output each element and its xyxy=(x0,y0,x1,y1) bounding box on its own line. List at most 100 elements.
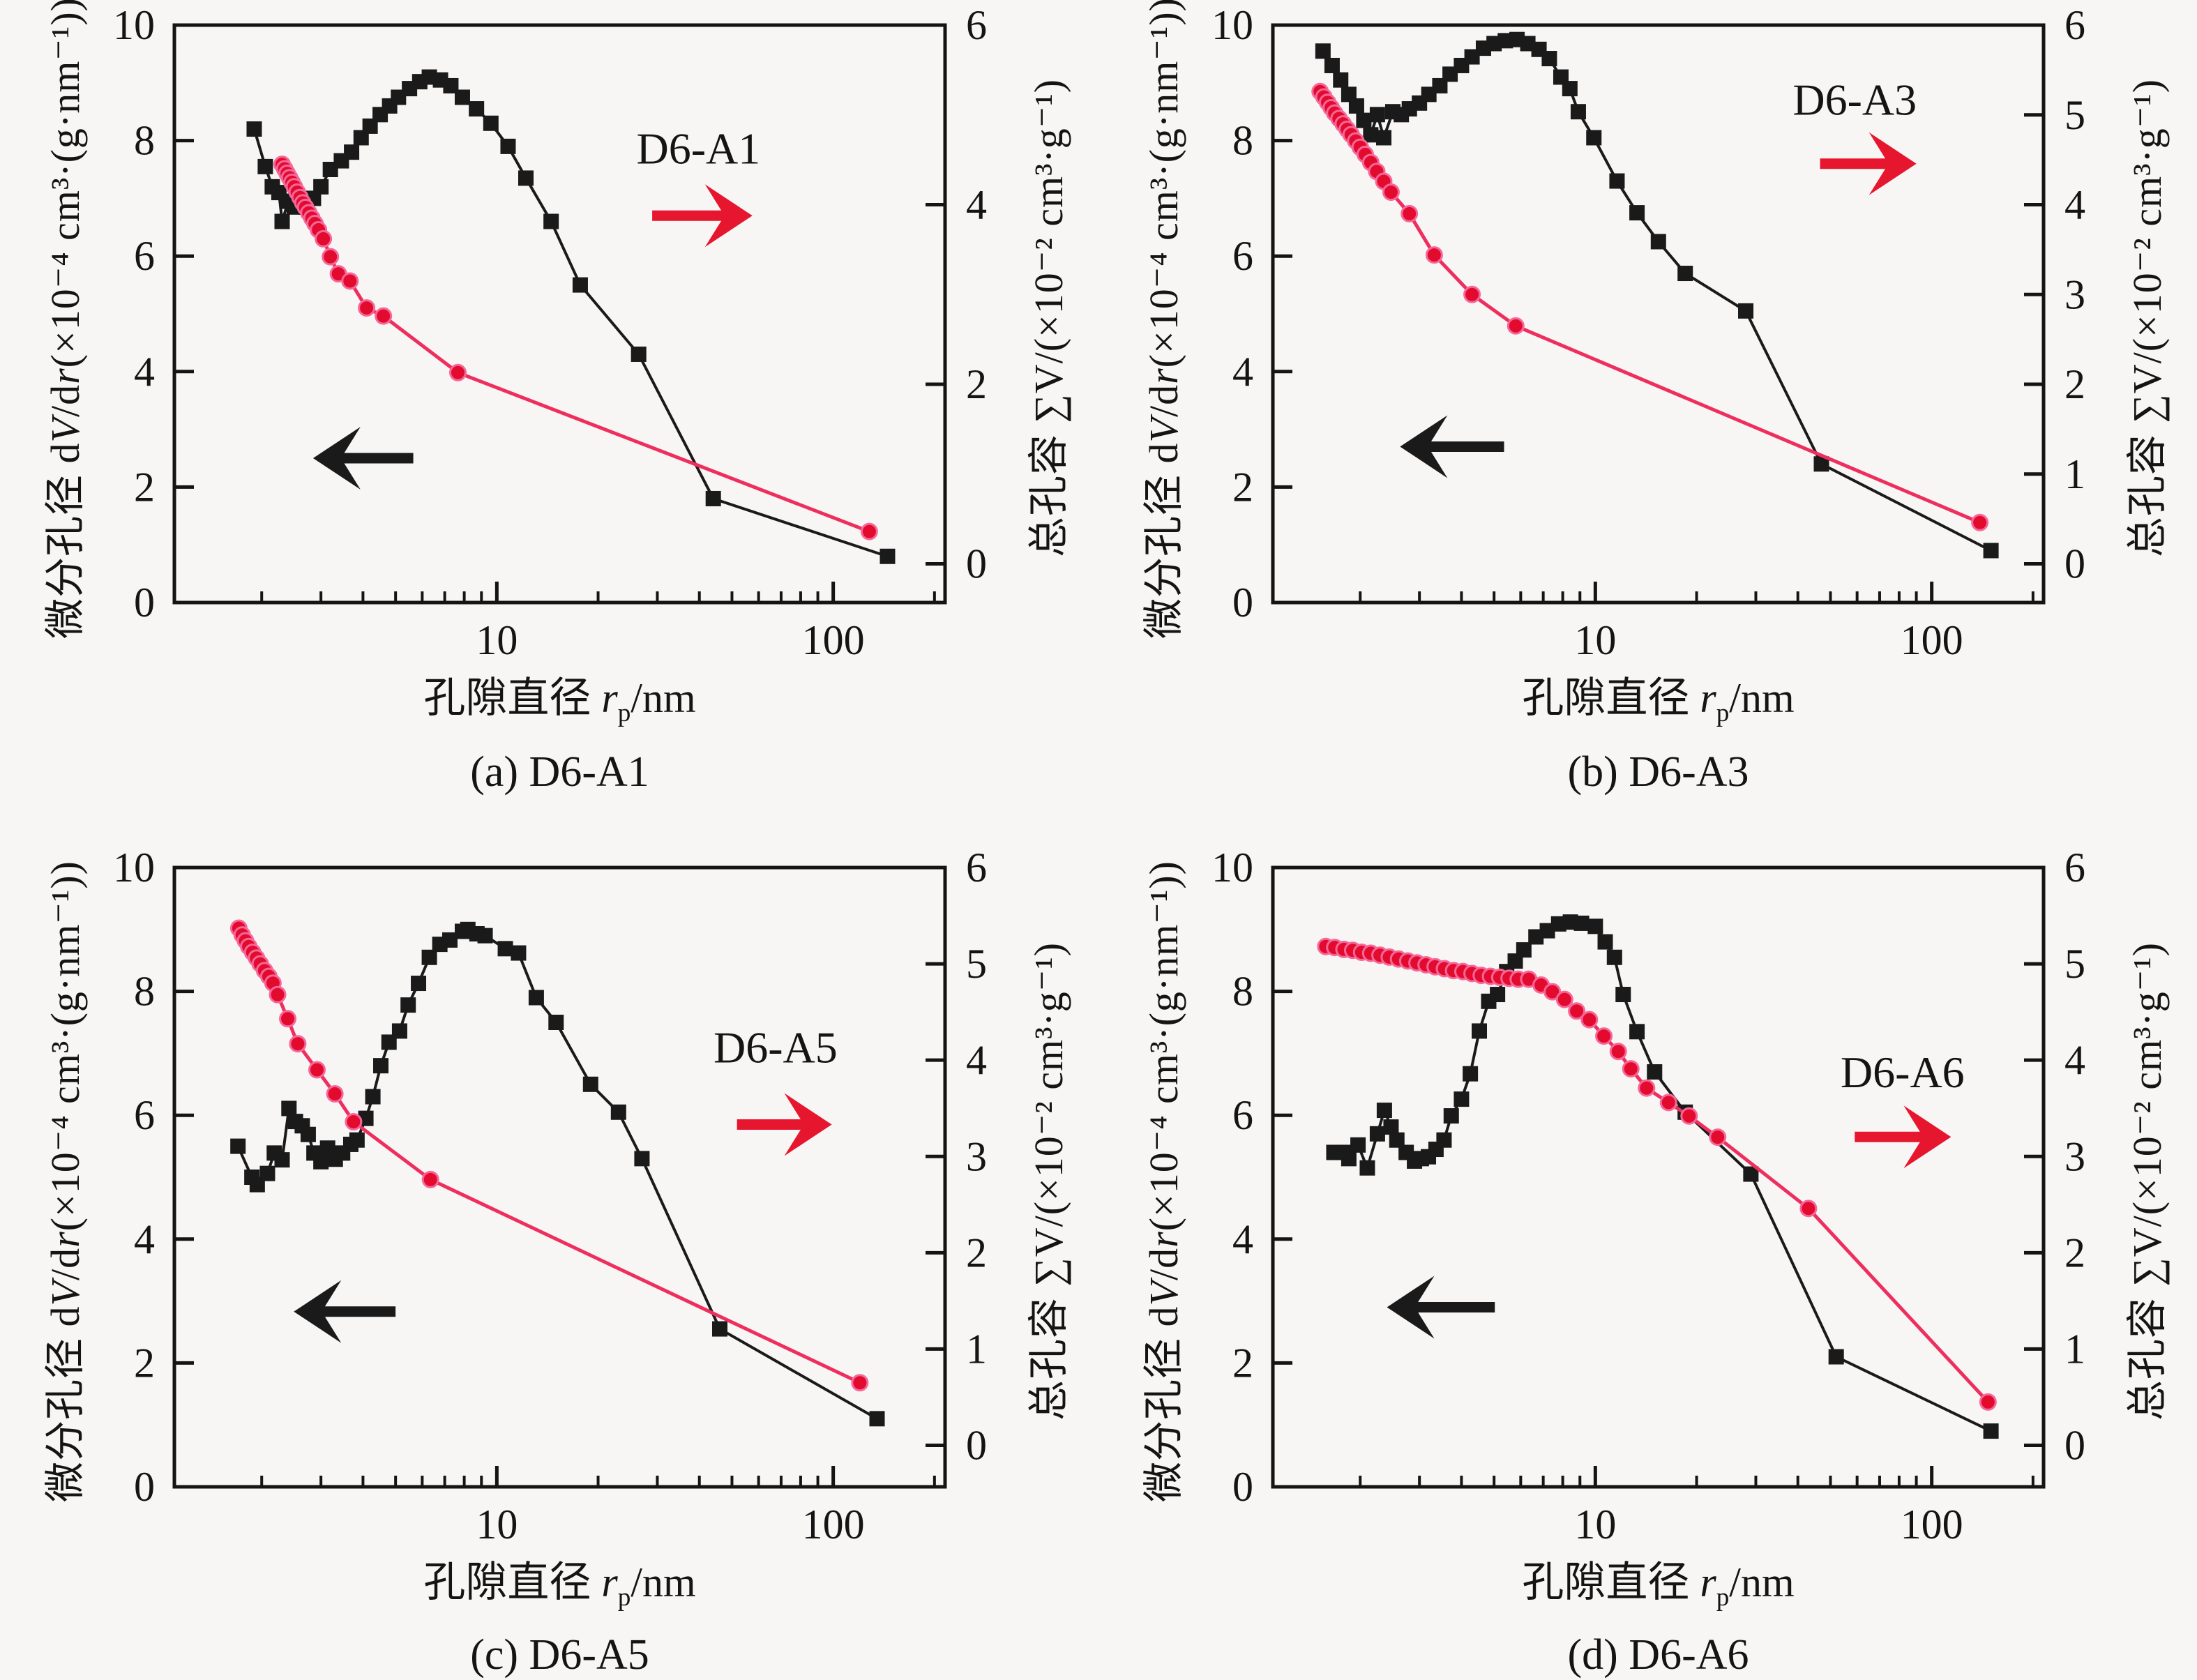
marker-square xyxy=(1341,1151,1357,1167)
marker-square xyxy=(259,1165,275,1181)
y-right-tick-label: 0 xyxy=(2064,541,2085,587)
marker-square xyxy=(365,1089,381,1105)
marker-circle xyxy=(1401,204,1419,222)
y-right-tick-label: 0 xyxy=(966,541,987,587)
y-right-tick-label: 1 xyxy=(966,1326,987,1372)
y-right-tick-label: 4 xyxy=(2064,182,2085,228)
marker-circle xyxy=(860,522,878,540)
x-tick-label: 10 xyxy=(1574,617,1616,663)
left-axis-arrow-head xyxy=(294,1280,342,1343)
marker-circle xyxy=(1568,1002,1586,1020)
marker-square xyxy=(712,1321,728,1337)
marker-square xyxy=(543,213,559,229)
panel-caption: (a) D6-A1 xyxy=(470,748,649,796)
y-right-tick-label: 6 xyxy=(966,2,987,48)
x-axis-title: 孔隙直径 rp/nm xyxy=(423,1559,696,1612)
x-axis-title: 孔隙直径 rp/nm xyxy=(1522,675,1795,727)
marker-square xyxy=(1363,127,1379,143)
marker-square xyxy=(454,89,470,105)
y-left-axis-title: 微分孔径 dV/dr(×10⁻⁴ cm³·(g·nm⁻¹)) xyxy=(43,861,88,1502)
y-right-tick-label: 6 xyxy=(2064,845,2085,891)
marker-circle xyxy=(1382,183,1400,201)
marker-circle xyxy=(289,1035,307,1053)
marker-square xyxy=(274,213,290,229)
marker-square xyxy=(1541,51,1557,67)
plot-frame xyxy=(172,23,947,605)
left-axis-arrow-head xyxy=(1387,1276,1435,1339)
marker-circle xyxy=(1507,317,1525,335)
marker-square xyxy=(879,548,896,564)
left-axis-arrow-head xyxy=(1400,415,1448,478)
marker-square xyxy=(1738,303,1754,319)
marker-circle xyxy=(851,1374,869,1392)
marker-circle xyxy=(1543,983,1562,1001)
y-right-tick-label: 2 xyxy=(2064,1229,2085,1276)
marker-square xyxy=(634,1151,650,1167)
marker-square xyxy=(497,941,513,957)
marker-square xyxy=(1570,104,1586,120)
panel-d6-a5: 10 100 0 2 4 6 8 10 0 1 2 3 4 5 6 D6-A5 微分孔径 dV/dr(×10⁻… xyxy=(0,838,1098,1679)
y-right-tick-label: 5 xyxy=(966,941,987,987)
marker-square xyxy=(1369,1126,1385,1142)
y-left-tick-label: 2 xyxy=(1232,1340,1253,1386)
legend-label: D6-A1 xyxy=(637,124,761,174)
marker-circle xyxy=(1609,1043,1627,1061)
x-axis-title: 孔隙直径 rp/nm xyxy=(1522,1559,1795,1612)
series-differential-line xyxy=(1334,921,1992,1432)
y-left-tick-label: 0 xyxy=(1232,1464,1253,1510)
marker-circle xyxy=(1979,1393,1997,1411)
marker-square xyxy=(1587,918,1603,934)
y-right-tick-label: 0 xyxy=(966,1423,987,1469)
marker-circle xyxy=(279,1010,297,1028)
y-left-tick-label: 8 xyxy=(134,969,155,1015)
y-right-tick-label: 3 xyxy=(966,1133,987,1179)
marker-square xyxy=(344,144,360,160)
marker-circle xyxy=(449,363,467,381)
plot-frame xyxy=(1271,865,2046,1489)
y-left-tick-label: 4 xyxy=(134,1216,155,1262)
marker-circle xyxy=(326,1084,344,1103)
marker-square xyxy=(230,1138,246,1154)
marker-square xyxy=(313,179,329,195)
y-left-tick-label: 8 xyxy=(134,118,155,164)
marker-square xyxy=(1369,107,1385,123)
y-right-tick-label: 6 xyxy=(2064,2,2085,48)
marker-square xyxy=(1350,1137,1366,1153)
marker-circle xyxy=(1799,1200,1818,1218)
marker-square xyxy=(1743,1166,1759,1182)
y-left-tick-label: 8 xyxy=(1232,969,1253,1015)
y-right-tick-label: 4 xyxy=(2064,1037,2085,1083)
marker-square xyxy=(477,928,493,944)
panel-d6-a1: 10 100 0 2 4 6 8 10 0 2 4 6 D6-A1 微分孔径 dV/dr(×10⁻⁴ c… xyxy=(0,0,1098,838)
y-left-tick-label: 2 xyxy=(134,464,155,510)
marker-square xyxy=(1359,1160,1375,1176)
y-right-axis-title: 总孔容 ∑V/(×10⁻² cm³·g⁻¹) xyxy=(1026,78,1071,558)
y-right-tick-label: 1 xyxy=(2064,451,2085,497)
marker-square xyxy=(1472,1023,1488,1039)
marker-square xyxy=(1348,98,1364,114)
marker-square xyxy=(353,130,369,146)
marker-square xyxy=(1615,987,1631,1003)
right-axis-arrow-head xyxy=(1868,132,1917,195)
marker-square xyxy=(1389,1132,1405,1148)
y-right-tick-label: 4 xyxy=(966,1037,987,1083)
y-right-axis-title: 总孔容 ∑V/(×10⁻² cm³·g⁻¹) xyxy=(2124,941,2170,1421)
marker-square xyxy=(362,118,378,134)
x-tick-label: 100 xyxy=(1901,1501,1963,1547)
panel-caption: (b) D6-A3 xyxy=(1567,748,1749,796)
y-right-tick-label: 3 xyxy=(2064,271,2085,317)
y-right-tick-label: 0 xyxy=(2064,1423,2085,1469)
marker-square xyxy=(631,346,647,362)
marker-square xyxy=(300,1126,316,1142)
marker-square xyxy=(274,1152,290,1168)
marker-circle xyxy=(1580,1011,1599,1029)
y-right-tick-label: 2 xyxy=(2064,361,2085,407)
marker-circle xyxy=(1425,246,1443,264)
y-right-tick-label: 2 xyxy=(966,1229,987,1276)
y-left-tick-label: 0 xyxy=(134,1464,155,1510)
y-left-tick-label: 10 xyxy=(1211,2,1253,48)
x-tick-label: 10 xyxy=(476,1501,518,1547)
y-right-axis-title: 总孔容 ∑V/(×10⁻² cm³·g⁻¹) xyxy=(1026,941,1071,1421)
